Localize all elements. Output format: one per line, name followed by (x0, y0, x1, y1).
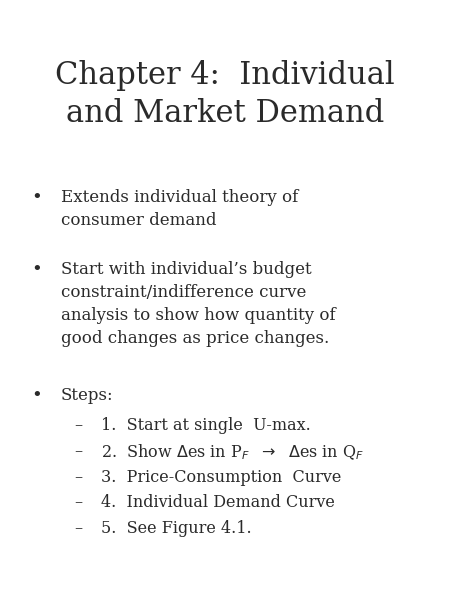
Text: 2.  Show $\Delta$es in P$_F$  $\rightarrow$  $\Delta$es in Q$_F$: 2. Show $\Delta$es in P$_F$ $\rightarrow… (101, 443, 365, 463)
Text: –: – (74, 494, 82, 511)
Text: –: – (74, 469, 82, 485)
Text: •: • (32, 189, 42, 207)
Text: Steps:: Steps: (61, 387, 113, 404)
Text: •: • (32, 387, 42, 405)
Text: –: – (74, 520, 82, 537)
Text: 4.  Individual Demand Curve: 4. Individual Demand Curve (101, 494, 335, 511)
Text: Start with individual’s budget
constraint/indifference curve
analysis to show ho: Start with individual’s budget constrain… (61, 261, 335, 347)
Text: •: • (32, 261, 42, 279)
Text: Extends individual theory of
consumer demand: Extends individual theory of consumer de… (61, 189, 298, 229)
Text: 1.  Start at single  U-max.: 1. Start at single U-max. (101, 417, 311, 434)
Text: –: – (74, 417, 82, 434)
Text: 5.  See Figure 4.1.: 5. See Figure 4.1. (101, 520, 252, 537)
Text: 3.  Price-Consumption  Curve: 3. Price-Consumption Curve (101, 469, 342, 485)
Text: Chapter 4:  Individual
and Market Demand: Chapter 4: Individual and Market Demand (55, 60, 395, 129)
Text: –: – (74, 443, 82, 460)
